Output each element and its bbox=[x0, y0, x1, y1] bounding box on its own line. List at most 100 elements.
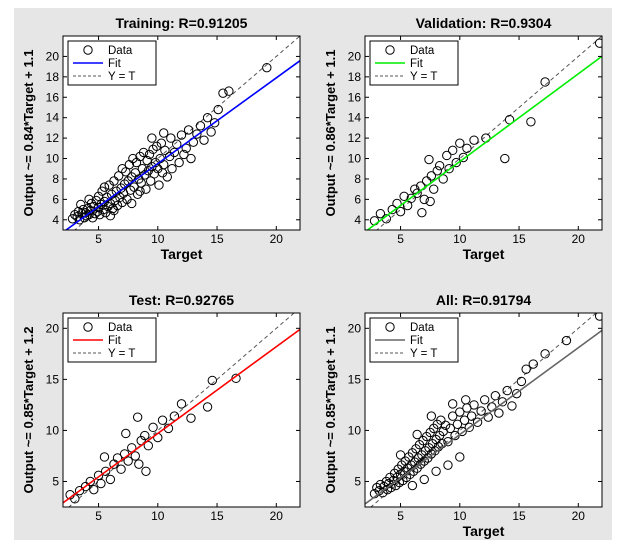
data-point bbox=[419, 456, 429, 466]
data-point bbox=[127, 198, 137, 209]
data-point bbox=[424, 154, 434, 165]
data-point bbox=[137, 164, 148, 174]
data-point bbox=[72, 212, 82, 222]
data-point bbox=[213, 104, 223, 115]
data-point bbox=[132, 189, 143, 199]
y-tick-label: 16 bbox=[348, 90, 362, 104]
y-tick-label: 18 bbox=[348, 70, 362, 84]
data-point bbox=[224, 86, 234, 96]
data-point bbox=[74, 215, 85, 225]
data-point bbox=[109, 205, 119, 216]
data-point bbox=[105, 211, 116, 221]
data-point bbox=[476, 406, 486, 416]
data-point bbox=[99, 452, 110, 462]
data-point bbox=[96, 199, 106, 210]
data-point bbox=[176, 399, 187, 409]
y-tick-label: 5 bbox=[52, 474, 59, 488]
x-tick-label: 20 bbox=[270, 509, 284, 523]
data-point bbox=[502, 385, 512, 396]
legend-entry: Data bbox=[108, 322, 133, 334]
y-tick-label: 20 bbox=[46, 321, 60, 335]
data-point bbox=[99, 182, 110, 192]
x-tick-label: 20 bbox=[572, 509, 586, 523]
data-point bbox=[540, 77, 550, 87]
data-point bbox=[458, 152, 469, 163]
y-tick-label: 14 bbox=[348, 111, 362, 125]
x-tick-label: 5 bbox=[397, 232, 404, 246]
data-point bbox=[431, 466, 441, 476]
data-point bbox=[472, 417, 483, 427]
data-point bbox=[469, 135, 479, 145]
axes-frame bbox=[62, 35, 301, 231]
data-point bbox=[443, 436, 453, 447]
y-tick-label: 18 bbox=[46, 70, 60, 84]
data-point bbox=[442, 150, 452, 161]
data-point bbox=[159, 159, 169, 170]
fit-line bbox=[63, 328, 300, 504]
y-tick-label: 20 bbox=[348, 321, 362, 335]
data-point bbox=[95, 209, 105, 220]
data-point bbox=[457, 426, 467, 437]
data-point bbox=[116, 464, 126, 474]
data-point bbox=[176, 130, 187, 140]
data-point bbox=[186, 153, 196, 164]
x-axis-label: Target bbox=[161, 246, 203, 262]
data-point bbox=[144, 149, 155, 160]
data-point bbox=[135, 186, 145, 196]
x-tick-label: 15 bbox=[210, 509, 224, 523]
data-point bbox=[105, 474, 116, 485]
y-tick-label: 20 bbox=[348, 49, 362, 63]
y-tick-label: 14 bbox=[46, 111, 60, 125]
data-point bbox=[262, 62, 272, 73]
data-point bbox=[140, 430, 150, 441]
fit-line bbox=[366, 55, 602, 230]
plot-panel-3: 5 10 15 20 5 10 15 20 Test: R=0.92765 Output ~= 0… bbox=[21, 292, 301, 523]
x-tick-label: 20 bbox=[270, 232, 284, 246]
data-point bbox=[84, 209, 94, 220]
data-point bbox=[84, 194, 94, 205]
data-point bbox=[89, 484, 99, 495]
data-point bbox=[594, 313, 602, 321]
x-tick-label: 15 bbox=[512, 509, 526, 523]
data-point bbox=[199, 135, 209, 145]
legend-entry: Y = T bbox=[410, 348, 437, 360]
legend-entry: Fit bbox=[108, 58, 122, 70]
plot-panel-1: 5 10 15 20 4 6 8 10 12 14 16 18 20 Training: R=0.9120… bbox=[21, 15, 301, 262]
axes-frame bbox=[364, 312, 603, 508]
x-axis-label: Target bbox=[463, 246, 505, 262]
data-point bbox=[70, 209, 80, 220]
data-point bbox=[407, 480, 418, 491]
data-point bbox=[434, 160, 445, 171]
data-point bbox=[206, 127, 216, 137]
data-point bbox=[455, 452, 465, 462]
x-tick-label: 5 bbox=[95, 509, 102, 523]
plot-title: Validation: R=0.9304 bbox=[416, 15, 552, 31]
data-point bbox=[132, 412, 143, 422]
data-point bbox=[218, 88, 228, 98]
data-point bbox=[134, 459, 144, 469]
x-tick-label: 15 bbox=[210, 232, 224, 246]
data-point bbox=[85, 476, 95, 487]
data-point bbox=[445, 423, 456, 434]
data-point bbox=[451, 157, 461, 168]
legend-entry: Y = T bbox=[410, 71, 437, 83]
data-point bbox=[117, 197, 127, 208]
data-point bbox=[172, 139, 182, 149]
y-axis-label: Output ~= 0.86*Target + 1.1 bbox=[323, 49, 338, 216]
data-point bbox=[436, 415, 446, 425]
x-tick-label: 10 bbox=[453, 232, 467, 246]
identity-line bbox=[68, 313, 295, 507]
data-point bbox=[406, 193, 416, 204]
y-axis-label: Output ~= 0.85*Target + 1.1 bbox=[323, 326, 338, 493]
y-tick-label: 12 bbox=[348, 131, 362, 145]
data-point bbox=[413, 453, 424, 463]
data-point bbox=[148, 144, 158, 155]
x-tick-label: 10 bbox=[453, 509, 467, 523]
y-tick-label: 12 bbox=[46, 131, 60, 145]
y-tick-label: 10 bbox=[46, 152, 60, 166]
data-point bbox=[540, 349, 550, 359]
data-point bbox=[469, 400, 479, 410]
